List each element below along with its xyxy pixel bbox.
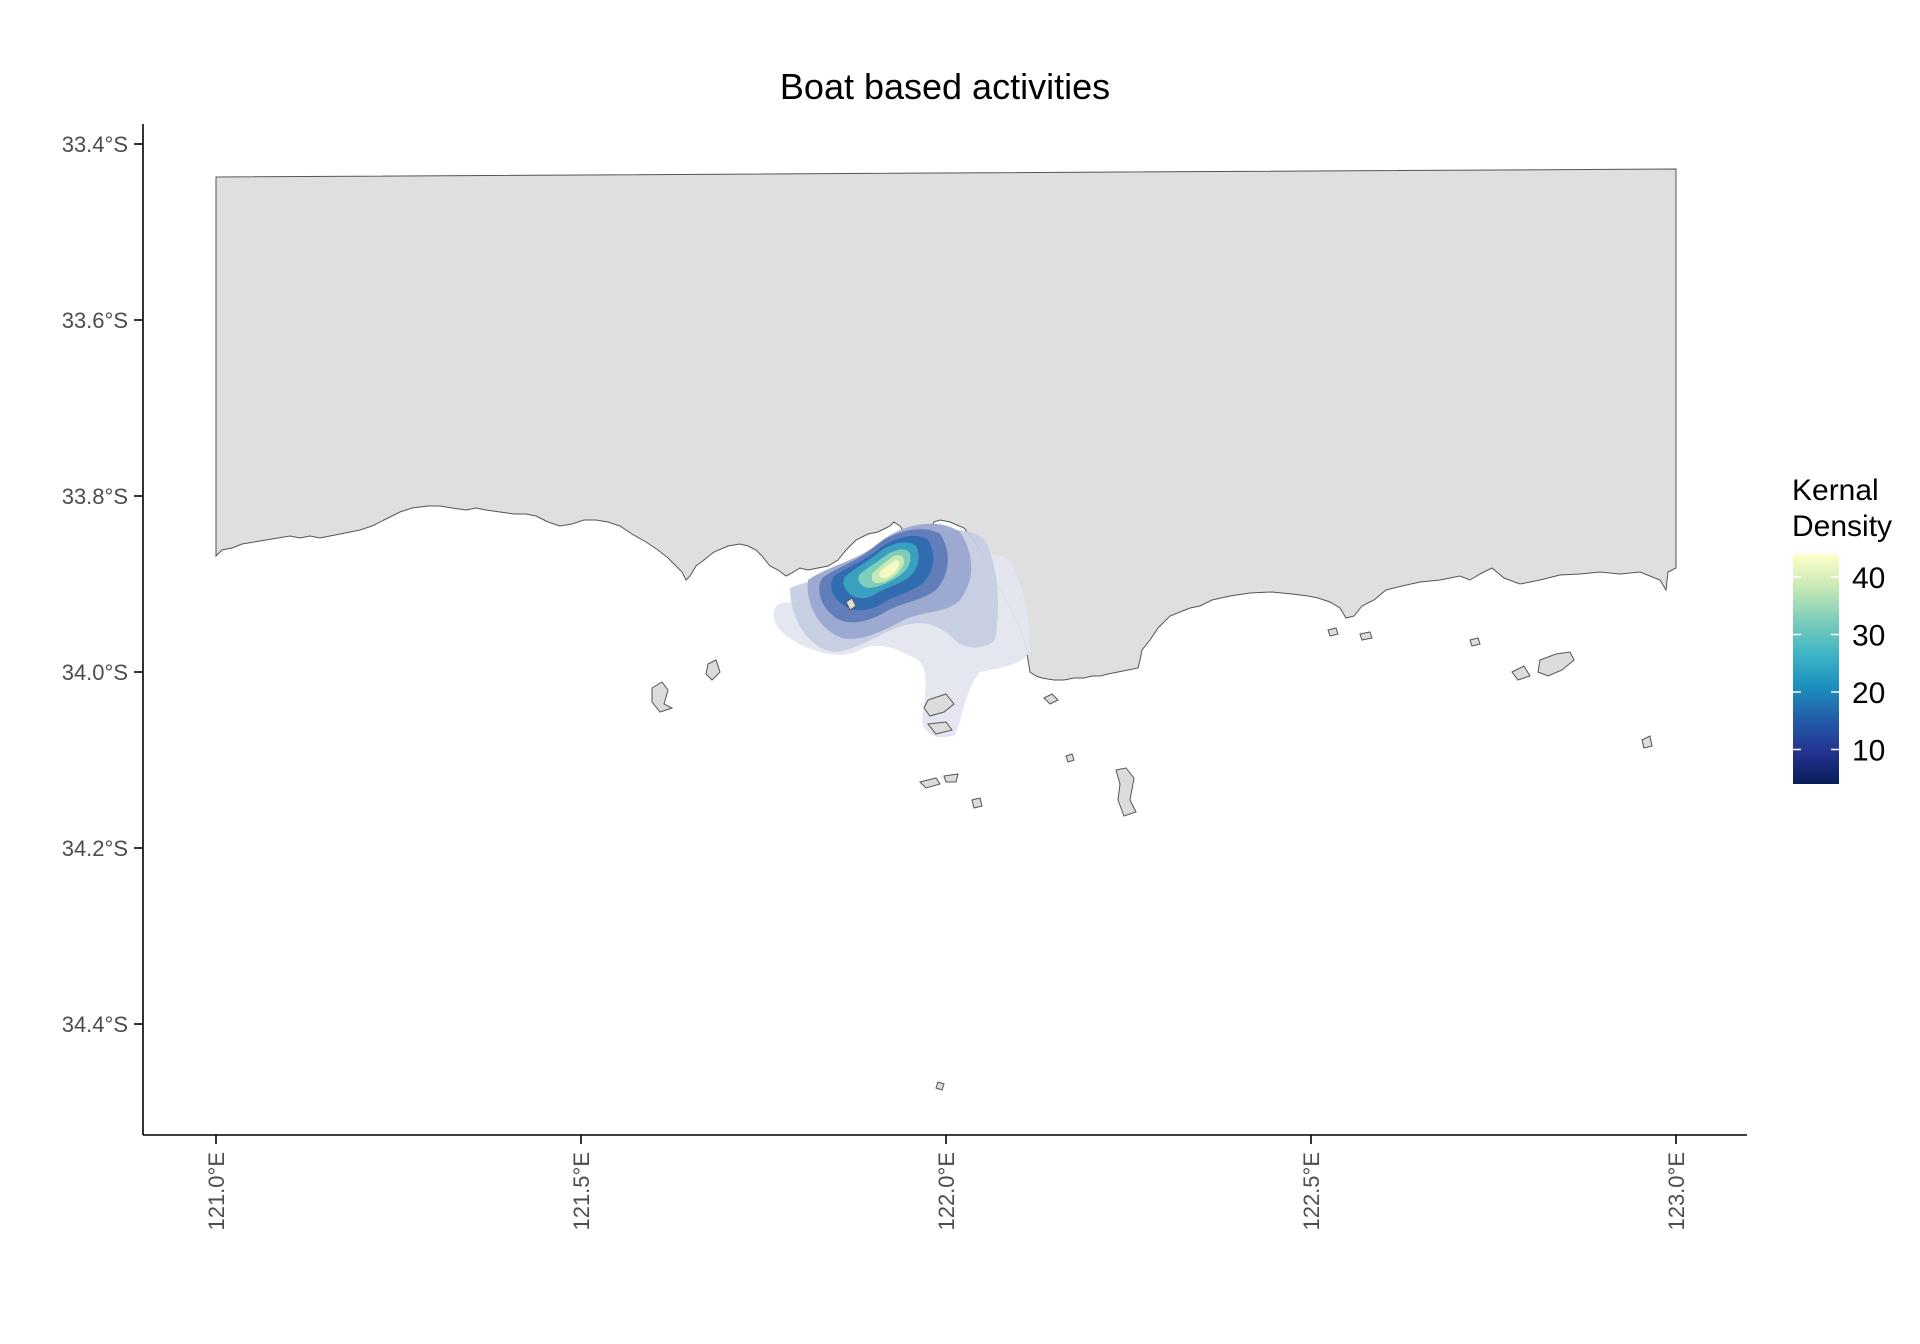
legend-tick-label: 20: [1852, 677, 1885, 710]
island: [1043, 693, 1059, 705]
density-peak: [879, 560, 900, 578]
island: [919, 777, 941, 789]
y-tick-label: 34.2°S: [62, 836, 128, 861]
x-tick-label: 122.0°E: [934, 1152, 959, 1231]
legend-tick-label: 40: [1852, 562, 1885, 595]
legend-ticks: 40 30 20 10: [1793, 562, 1885, 768]
island: [943, 773, 959, 783]
island: [1359, 631, 1373, 641]
y-axis-ticks: 33.4°S 33.6°S 33.8°S 34.0°S 34.2°S 34.4°S: [62, 132, 143, 1037]
island: [923, 693, 955, 717]
y-tick-label: 34.4°S: [62, 1012, 128, 1037]
x-tick-label: 122.5°E: [1299, 1152, 1324, 1231]
x-tick-label: 121.5°E: [569, 1152, 594, 1231]
island: [1469, 637, 1481, 647]
legend-tick-label: 30: [1852, 620, 1885, 653]
legend-colorbar: [1793, 554, 1839, 784]
y-tick-label: 33.4°S: [62, 132, 128, 157]
x-axis-ticks: 121.0°E 121.5°E 122.0°E 122.5°E 123.0°E: [204, 1135, 1689, 1231]
island: [651, 681, 674, 713]
legend-title-line1: Kernal: [1792, 474, 1879, 507]
map-title: Boat based activities: [779, 66, 1111, 107]
islands: [651, 597, 1653, 1091]
x-tick-label: 123.0°E: [1664, 1152, 1689, 1231]
island: [927, 721, 953, 735]
island: [705, 659, 721, 681]
y-tick-label: 33.8°S: [62, 484, 128, 509]
island: [845, 597, 857, 611]
x-tick-label: 121.0°E: [204, 1152, 229, 1231]
axes: [142, 124, 1747, 1136]
island: [1065, 753, 1075, 763]
legend: Kernal Density 40 30 20 10: [1792, 474, 1892, 784]
island: [1641, 735, 1653, 749]
island: [1115, 767, 1137, 817]
island: [1327, 627, 1339, 637]
y-tick-label: 34.0°S: [62, 660, 128, 685]
legend-tick-label: 10: [1852, 735, 1885, 768]
y-tick-label: 33.6°S: [62, 308, 128, 333]
island: [1537, 651, 1575, 677]
island: [1511, 665, 1531, 681]
legend-title-line2: Density: [1792, 510, 1892, 543]
island: [971, 797, 983, 809]
island: [935, 1081, 945, 1091]
